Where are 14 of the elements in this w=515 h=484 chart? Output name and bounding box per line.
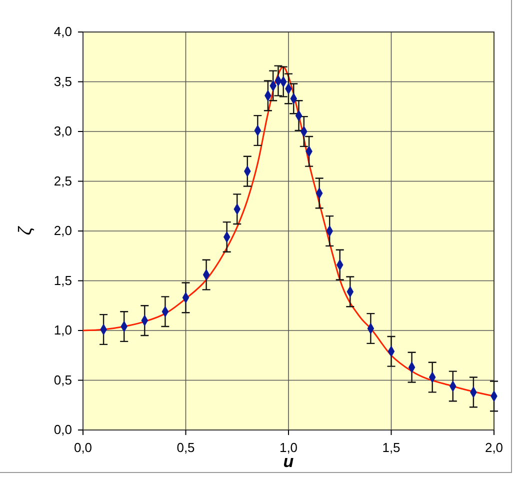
y-axis-title: ζ: [15, 225, 35, 236]
y-tick-label: 2,5: [54, 173, 72, 188]
x-tick-label: 0,5: [176, 440, 195, 456]
y-tick-label: 2,0: [54, 223, 72, 238]
x-tick-label: 2,0: [484, 440, 504, 456]
y-tick-label: 1,5: [54, 272, 72, 288]
y-tick-label: 0,5: [54, 372, 72, 388]
y-tick-label: 1,0: [54, 322, 72, 338]
y-tick-label: 3,5: [54, 74, 72, 89]
x-tick-label: 1,5: [382, 440, 400, 456]
y-tick-label: 4,0: [54, 24, 72, 40]
y-tick-label: 3,0: [54, 124, 72, 139]
y-tick-label: 0,0: [54, 422, 72, 438]
x-tick-label: 0,0: [74, 440, 92, 456]
